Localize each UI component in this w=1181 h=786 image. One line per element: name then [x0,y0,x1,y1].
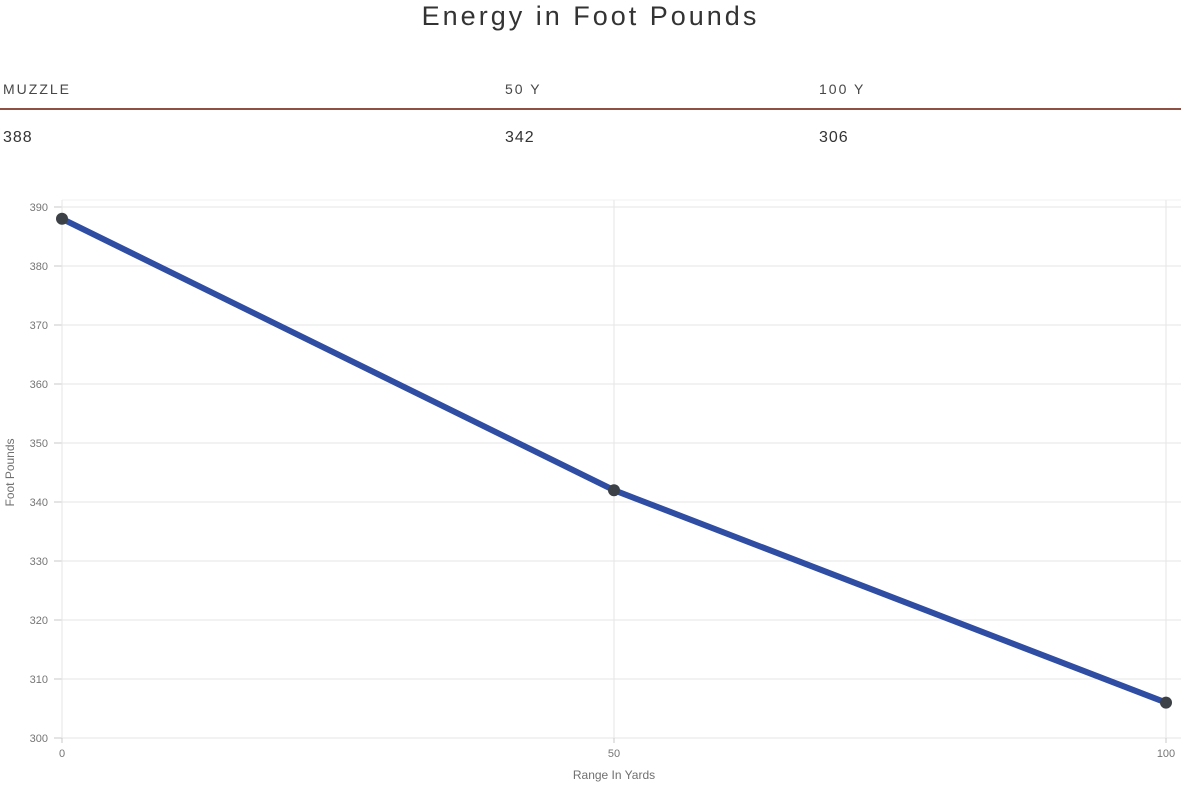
x-tick-label: 0 [59,748,65,760]
x-axis-title: Range In Yards [573,768,655,782]
data-point-marker [56,212,68,225]
y-axis-title: Foot Pounds [3,438,17,506]
stats-values-row: 388 342 306 [0,129,1181,149]
value-muzzle: 388 [3,129,33,146]
data-point-marker [1160,696,1172,709]
col-header-50y: 50 Y [505,81,542,97]
y-tick-label: 360 [30,379,48,391]
y-tick-label: 350 [30,438,48,450]
x-tick-label: 100 [1157,748,1175,760]
value-50y: 342 [505,129,535,146]
value-100y: 306 [819,129,849,146]
x-tick-label: 50 [608,748,620,760]
stats-header-row: MUZZLE 50 Y 100 Y [0,81,1181,101]
y-tick-label: 380 [30,261,48,273]
y-tick-label: 300 [30,733,48,745]
col-header-muzzle: MUZZLE [3,81,71,97]
y-tick-label: 330 [30,556,48,568]
data-point-marker [608,484,620,497]
y-tick-label: 320 [30,615,48,627]
y-tick-label: 310 [30,674,48,686]
y-tick-label: 390 [30,202,48,214]
table-divider [0,108,1181,110]
col-header-100y: 100 Y [819,81,866,97]
y-tick-label: 340 [30,497,48,509]
page-title: Energy in Foot Pounds [421,1,760,31]
y-tick-label: 370 [30,320,48,332]
